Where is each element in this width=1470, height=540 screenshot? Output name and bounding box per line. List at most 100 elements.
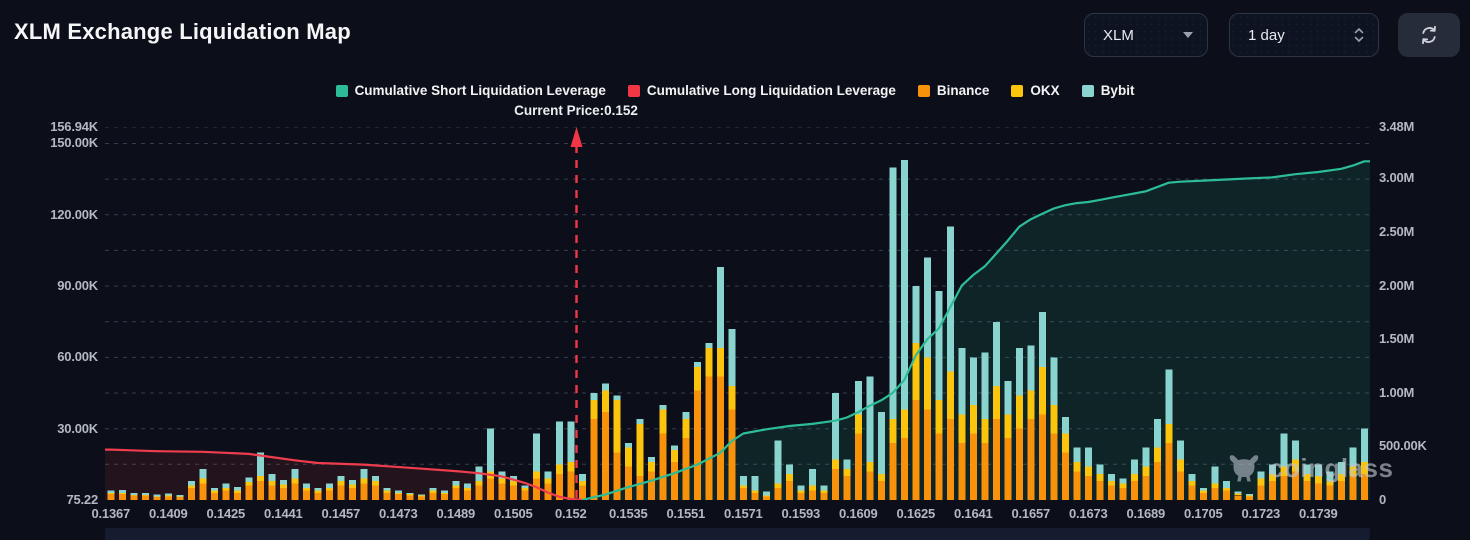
chevron-down-icon bbox=[1183, 32, 1193, 38]
bar-binance bbox=[716, 376, 724, 500]
bar-bybit bbox=[831, 393, 839, 460]
bar-bybit bbox=[1268, 464, 1276, 474]
current-price-arrow-icon bbox=[570, 127, 583, 147]
legend-item-cumulative-short-liquidation-leverage[interactable]: Cumulative Short Liquidation Leverage bbox=[335, 83, 606, 98]
bar-bybit bbox=[636, 419, 644, 424]
bar-bybit bbox=[417, 494, 425, 496]
x-axis-label: 0.1535 bbox=[608, 506, 648, 521]
bar-binance bbox=[693, 390, 701, 500]
left-y-axis-label: 30.00K bbox=[57, 420, 98, 436]
legend-item-binance[interactable]: Binance bbox=[917, 83, 989, 98]
bar-bybit bbox=[912, 286, 920, 344]
bar-bybit bbox=[256, 452, 264, 477]
bar-okx bbox=[739, 485, 747, 489]
bar-binance bbox=[256, 480, 264, 500]
bar-okx bbox=[1107, 480, 1115, 486]
liquidation-chart-plot[interactable] bbox=[105, 127, 1370, 500]
bar-binance bbox=[222, 490, 230, 500]
bar-bybit bbox=[555, 421, 563, 465]
bar-bybit bbox=[130, 492, 138, 495]
bar-binance bbox=[1268, 480, 1276, 500]
bar-binance bbox=[900, 438, 908, 500]
x-axis-label: 0.1505 bbox=[493, 506, 533, 521]
bar-binance bbox=[1337, 480, 1345, 500]
coinglass-bull-icon bbox=[1229, 455, 1259, 482]
bar-okx bbox=[1038, 366, 1046, 415]
legend-label: Cumulative Short Liquidation Leverage bbox=[354, 83, 606, 98]
chart-scrollbar[interactable] bbox=[105, 528, 1370, 540]
bar-bybit bbox=[969, 357, 977, 405]
bar-bybit bbox=[613, 395, 621, 401]
bar-bybit bbox=[1245, 494, 1253, 496]
bar-binance bbox=[969, 433, 977, 500]
bar-okx bbox=[153, 496, 161, 498]
bar-okx bbox=[659, 409, 667, 434]
bar-bybit bbox=[210, 488, 218, 491]
bar-okx bbox=[532, 471, 540, 479]
bar-binance bbox=[429, 492, 437, 500]
bar-binance bbox=[417, 496, 425, 500]
bar-bybit bbox=[670, 445, 678, 451]
bar-okx bbox=[624, 447, 632, 467]
right-y-axis-label: 500.00K bbox=[1379, 438, 1427, 454]
bar-binance bbox=[1096, 480, 1104, 500]
bar-okx bbox=[1222, 488, 1230, 491]
bar-bybit bbox=[176, 495, 184, 497]
bar-okx bbox=[785, 473, 793, 481]
x-axis-label: 0.1673 bbox=[1068, 506, 1108, 521]
symbol-select[interactable]: XLM bbox=[1084, 13, 1208, 57]
interval-select[interactable]: 1 day bbox=[1229, 13, 1379, 57]
bar-okx bbox=[187, 485, 195, 489]
refresh-button[interactable] bbox=[1398, 13, 1460, 57]
bar-binance bbox=[1153, 461, 1161, 500]
bar-bybit bbox=[486, 428, 494, 472]
bar-binance bbox=[406, 495, 414, 500]
bar-okx bbox=[693, 366, 701, 391]
bar-bybit bbox=[958, 347, 966, 415]
bar-okx bbox=[1268, 473, 1276, 481]
bar-bybit bbox=[1314, 464, 1322, 477]
bar-okx bbox=[199, 478, 207, 484]
bar-okx bbox=[820, 490, 828, 493]
x-axis-label: 0.1657 bbox=[1011, 506, 1051, 521]
bar-binance bbox=[360, 483, 368, 500]
bar-binance bbox=[567, 471, 575, 500]
bar-okx bbox=[831, 459, 839, 470]
bar-binance bbox=[498, 483, 506, 500]
bar-binance bbox=[1326, 485, 1334, 500]
legend-item-bybit[interactable]: Bybit bbox=[1081, 83, 1135, 98]
bar-bybit bbox=[233, 486, 241, 491]
bar-binance bbox=[1084, 476, 1092, 500]
right-y-axis-label: 0 bbox=[1379, 492, 1387, 507]
bar-bybit bbox=[1280, 433, 1288, 467]
bar-binance bbox=[877, 480, 885, 500]
bar-binance bbox=[958, 442, 966, 500]
legend-swatch bbox=[335, 84, 348, 97]
bar-okx bbox=[475, 480, 483, 486]
coinglass-watermark: coinglass bbox=[1226, 450, 1393, 486]
legend-item-okx[interactable]: OKX bbox=[1011, 83, 1060, 98]
bar-bybit bbox=[118, 490, 126, 493]
bar-okx bbox=[1176, 459, 1184, 472]
bar-binance bbox=[762, 496, 770, 500]
page-title: XLM Exchange Liquidation Map bbox=[14, 19, 351, 44]
legend-item-cumulative-long-liquidation-leverage[interactable]: Cumulative Long Liquidation Leverage bbox=[627, 83, 896, 98]
bar-okx bbox=[866, 461, 874, 472]
bar-bybit bbox=[141, 492, 149, 495]
bar-okx bbox=[935, 400, 943, 434]
bar-binance bbox=[1061, 452, 1069, 500]
bar-binance bbox=[107, 494, 115, 500]
bar-okx bbox=[406, 494, 414, 496]
bar-binance bbox=[1119, 488, 1127, 500]
bar-okx bbox=[394, 492, 402, 495]
bar-bybit bbox=[992, 321, 1000, 386]
x-axis-label: 0.1457 bbox=[321, 506, 361, 521]
bar-okx bbox=[774, 483, 782, 489]
bar-bybit bbox=[279, 479, 287, 485]
bar-okx bbox=[1061, 433, 1069, 453]
bar-okx bbox=[601, 390, 609, 413]
bar-binance bbox=[521, 490, 529, 500]
bar-bybit bbox=[866, 376, 874, 462]
bar-binance bbox=[348, 488, 356, 500]
legend-label: Bybit bbox=[1100, 83, 1135, 98]
